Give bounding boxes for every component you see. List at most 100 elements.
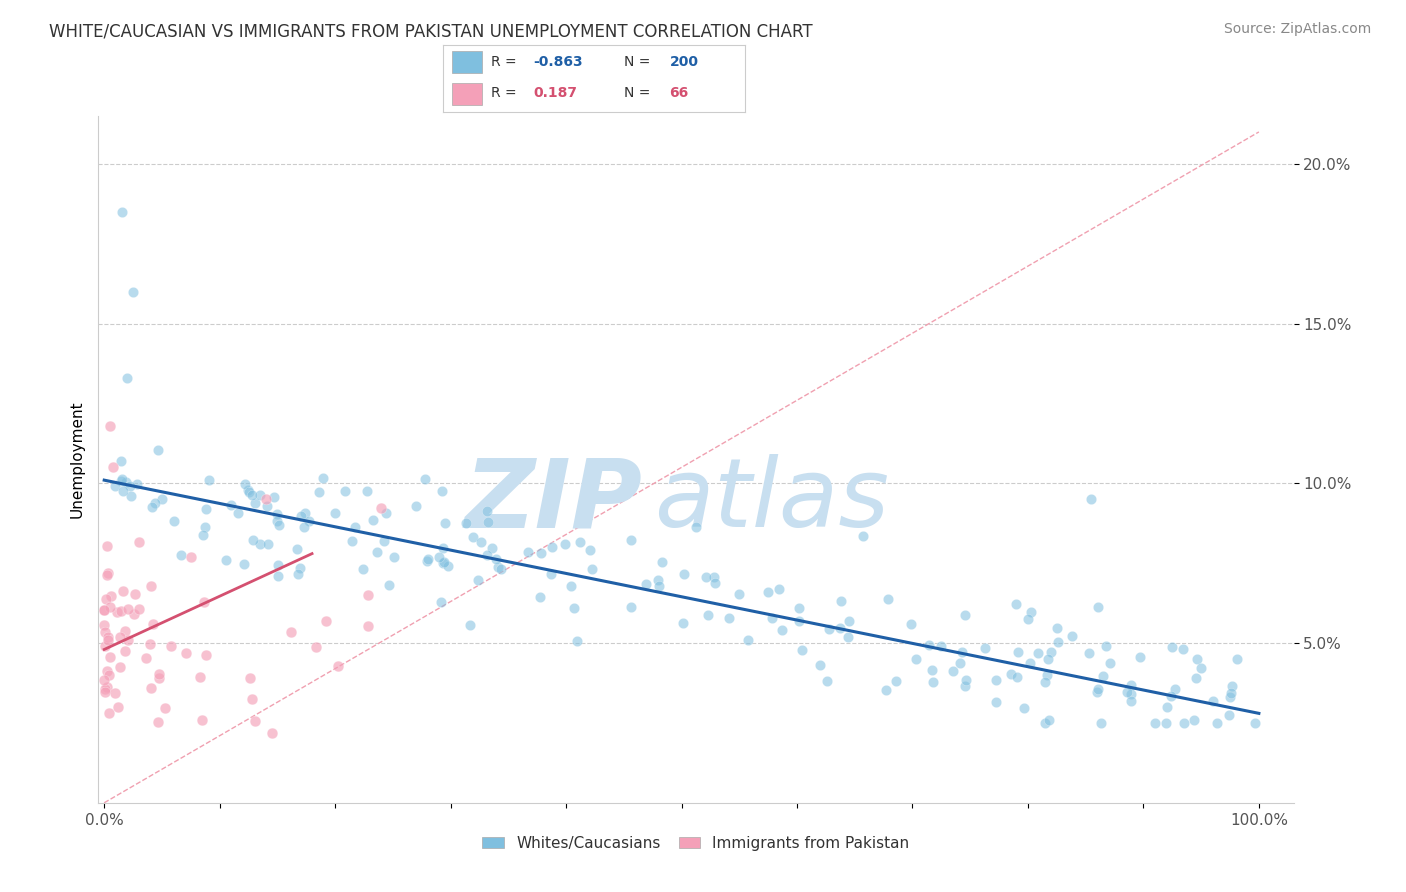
Point <box>288 561 311 575</box>
Point <box>97 668 120 682</box>
Point <box>363 513 385 527</box>
Point <box>280 625 302 640</box>
Text: atlas: atlas <box>654 454 889 547</box>
Point <box>1000 667 1022 681</box>
Point <box>104 478 127 492</box>
Y-axis label: Unemployment: Unemployment <box>69 401 84 518</box>
Point <box>717 611 740 625</box>
Point <box>240 692 263 706</box>
Point <box>456 516 478 530</box>
Point <box>96 568 118 582</box>
Point <box>180 549 202 564</box>
Point <box>112 584 135 599</box>
FancyBboxPatch shape <box>451 52 482 73</box>
Point <box>117 632 139 647</box>
Point <box>233 557 256 571</box>
Point <box>266 507 288 521</box>
Point <box>170 548 193 562</box>
Point <box>117 371 139 385</box>
Text: 66: 66 <box>669 87 689 101</box>
Point <box>1244 715 1267 730</box>
Point <box>195 648 218 662</box>
Point <box>905 651 928 665</box>
Point <box>257 537 280 551</box>
Point <box>263 490 285 504</box>
Point <box>808 657 831 672</box>
Point <box>900 616 922 631</box>
Point <box>530 546 553 560</box>
Point <box>146 714 169 729</box>
Point <box>1206 715 1229 730</box>
Point <box>266 514 288 528</box>
Point <box>620 533 643 547</box>
Point <box>96 664 118 678</box>
Point <box>477 549 499 563</box>
Point <box>942 664 965 678</box>
Text: Source: ZipAtlas.com: Source: ZipAtlas.com <box>1223 22 1371 37</box>
Point <box>1046 634 1069 648</box>
Point <box>430 484 453 499</box>
Point <box>150 491 173 506</box>
Point <box>1033 715 1056 730</box>
Point <box>651 556 673 570</box>
Point <box>1189 661 1212 675</box>
Point <box>922 675 945 690</box>
Point <box>685 519 707 533</box>
Point <box>540 541 562 555</box>
Point <box>697 608 720 623</box>
Point <box>567 634 589 648</box>
Point <box>120 489 142 503</box>
Point <box>108 630 131 644</box>
Point <box>1156 699 1178 714</box>
Point <box>405 499 427 513</box>
Point <box>427 550 450 565</box>
Point <box>342 533 364 548</box>
Point <box>110 475 132 489</box>
Point <box>249 537 271 551</box>
Point <box>467 573 489 587</box>
Point <box>96 566 118 581</box>
Point <box>194 520 217 534</box>
Point <box>1040 645 1063 659</box>
Point <box>1018 657 1040 671</box>
Point <box>1173 715 1195 730</box>
Point <box>94 625 117 640</box>
Text: R =: R = <box>491 55 517 69</box>
Point <box>267 558 290 573</box>
Point <box>98 706 121 720</box>
Point <box>703 570 725 584</box>
Point <box>790 642 813 657</box>
Point <box>554 536 576 550</box>
Point <box>648 579 671 593</box>
Point <box>517 545 540 559</box>
Point <box>226 506 249 520</box>
Point <box>647 573 669 587</box>
Point <box>94 592 117 607</box>
Point <box>108 660 131 674</box>
Point <box>148 671 170 685</box>
Point <box>377 578 399 592</box>
Point <box>486 560 509 574</box>
Point <box>103 460 125 475</box>
Point <box>432 556 454 570</box>
Point <box>418 552 440 566</box>
Point <box>254 492 277 507</box>
Point <box>529 590 551 604</box>
Point <box>124 587 146 601</box>
Point <box>191 713 214 727</box>
Text: 0.187: 0.187 <box>534 87 578 101</box>
Point <box>560 579 582 593</box>
Legend: Whites/Caucasians, Immigrants from Pakistan: Whites/Caucasians, Immigrants from Pakis… <box>477 830 915 857</box>
Point <box>366 545 388 559</box>
Point <box>305 640 328 654</box>
Point <box>984 673 1007 687</box>
Point <box>562 601 585 615</box>
Point <box>1202 694 1225 708</box>
Point <box>1087 682 1109 697</box>
Point <box>373 534 395 549</box>
Point <box>470 534 492 549</box>
Point <box>357 588 380 602</box>
Point <box>370 500 392 515</box>
Point <box>240 488 263 502</box>
Point <box>93 681 115 696</box>
